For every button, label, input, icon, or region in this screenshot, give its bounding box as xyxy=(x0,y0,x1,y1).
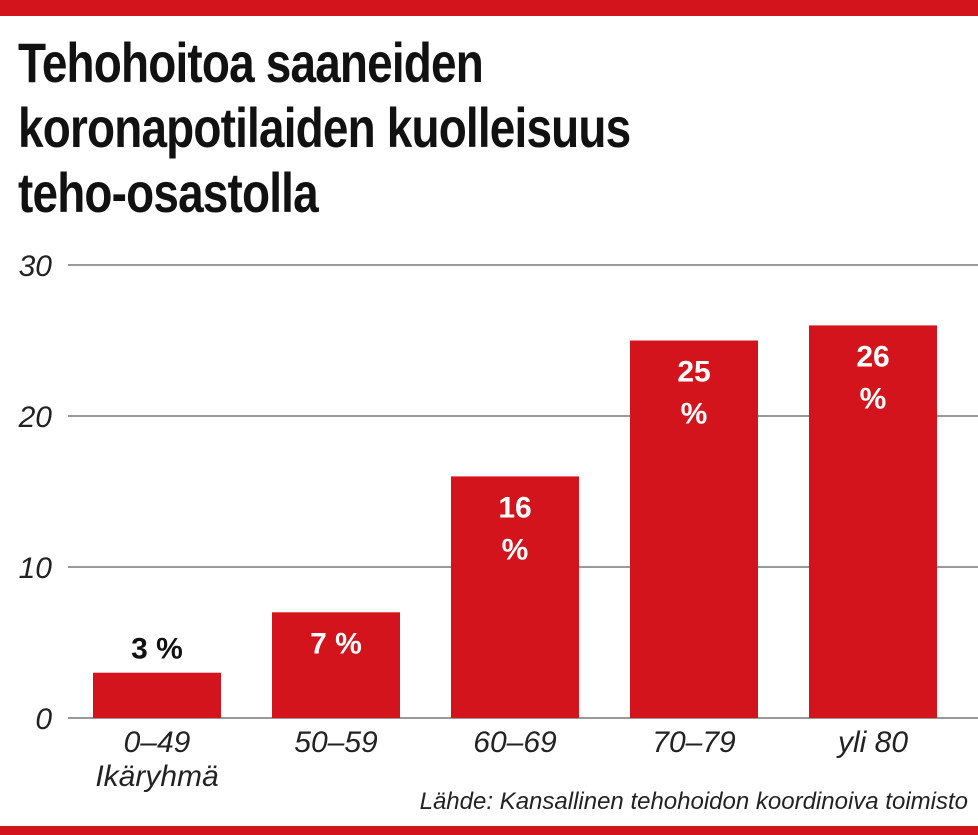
data-label: 25 xyxy=(677,356,710,389)
bar xyxy=(93,672,221,718)
bar xyxy=(451,476,579,718)
y-tick-label: 30 xyxy=(19,250,53,283)
x-axis-label: Ikäryhmä xyxy=(95,760,218,793)
data-label: % xyxy=(502,533,529,566)
data-label: % xyxy=(681,398,708,431)
x-tick-label: 50–59 xyxy=(294,726,378,759)
y-tick-label: 10 xyxy=(19,552,53,585)
data-label: 26 xyxy=(856,340,889,373)
data-label: 7 % xyxy=(310,627,362,660)
chart-title: Tehohoitoa saaneiden koronapotilaiden ku… xyxy=(18,30,838,225)
source-note: Lähde: Kansallinen tehohoidon koordinoiv… xyxy=(419,788,968,815)
title-line: Tehohoitoa saaneiden xyxy=(18,31,484,94)
data-label: % xyxy=(860,382,887,415)
x-tick-label: 60–69 xyxy=(473,726,557,759)
bar xyxy=(809,325,937,718)
y-tick-label: 20 xyxy=(18,401,53,434)
bar xyxy=(630,340,758,718)
top-red-band xyxy=(0,0,978,16)
x-tick-label: 0–49 xyxy=(124,726,191,759)
title-line: teho-osastolla xyxy=(18,161,319,224)
bottom-red-band xyxy=(0,826,978,835)
data-label: 16 xyxy=(498,491,531,524)
y-tick-label: 0 xyxy=(35,703,52,736)
data-label: 3 % xyxy=(131,633,183,666)
bar xyxy=(272,612,400,718)
x-tick-label: yli 80 xyxy=(836,726,908,759)
x-tick-label: 70–79 xyxy=(652,726,736,759)
title-line: koronapotilaiden kuolleisuus xyxy=(18,96,631,159)
